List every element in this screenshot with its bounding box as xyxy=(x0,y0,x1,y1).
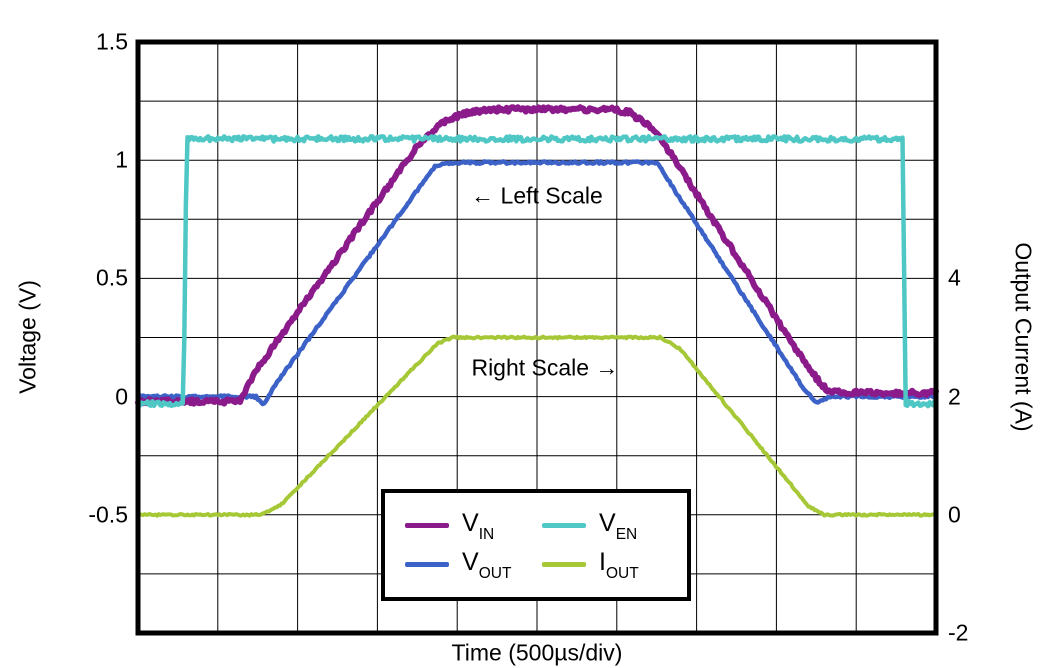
left-axis-title: Voltage (V) xyxy=(14,280,41,394)
trace-ven xyxy=(135,134,939,409)
right-axis-tick-label: 0 xyxy=(948,501,961,528)
trace-iout xyxy=(136,334,938,518)
right-axis-tick-label: -2 xyxy=(948,619,969,646)
right-scale-note: Right Scale → xyxy=(471,354,619,381)
trace-vin xyxy=(135,104,939,407)
legend-swatch-iout xyxy=(542,562,586,568)
right-axis-tick-label: 4 xyxy=(948,264,961,291)
left-scale-note: ← Left Scale xyxy=(471,182,603,209)
legend-swatch-vin xyxy=(405,522,449,528)
left-axis-tick-label: 1 xyxy=(115,146,128,173)
left-axis-tick-label: 0 xyxy=(115,383,128,410)
x-axis-title: Time (500µs/div) xyxy=(451,639,623,666)
left-axis-tick-label: 0.5 xyxy=(96,264,128,291)
legend-swatch-ven xyxy=(542,522,586,528)
legend-swatch-vout xyxy=(405,562,449,568)
legend-item-ven: VEN xyxy=(542,508,679,543)
left-axis-tick-label: 1.5 xyxy=(96,28,128,55)
plot-frame xyxy=(135,39,939,636)
right-axis-tick-label: 2 xyxy=(948,383,961,410)
legend-item-vin: VIN xyxy=(405,508,542,543)
legend-label-vout: VOUT xyxy=(462,548,512,582)
legend-label-iout: IOUT xyxy=(599,548,639,582)
left-axis-tick-label: -0.5 xyxy=(88,501,128,528)
legend-item-vout: VOUT xyxy=(405,548,542,582)
legend-label-ven: VEN xyxy=(599,508,638,543)
trace-vout xyxy=(135,159,939,407)
legend: VIN VEN VOUT IOUT xyxy=(381,489,691,601)
legend-item-iout: IOUT xyxy=(542,548,679,582)
legend-label-vin: VIN xyxy=(462,508,495,543)
